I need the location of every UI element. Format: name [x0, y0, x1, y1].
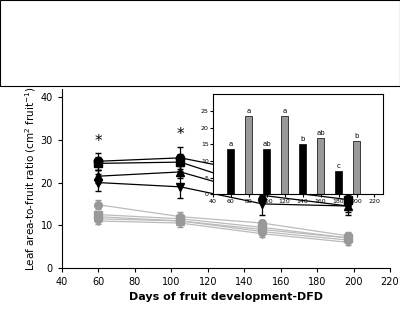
Text: *: * [95, 134, 102, 149]
Text: *: * [344, 165, 352, 180]
X-axis label: Days of fruit development-DFD: Days of fruit development-DFD [129, 293, 323, 302]
Text: *: * [259, 148, 266, 163]
Text: *: * [177, 127, 184, 142]
Legend: 60%, 70%, 80%, 90%, 100%: 60%, 70%, 80%, 90%, 100% [67, 36, 309, 61]
Y-axis label: Leaf area-to-fruit ratio (cm$^{2}$ fruit$^{-1}$): Leaf area-to-fruit ratio (cm$^{2}$ fruit… [23, 86, 38, 271]
